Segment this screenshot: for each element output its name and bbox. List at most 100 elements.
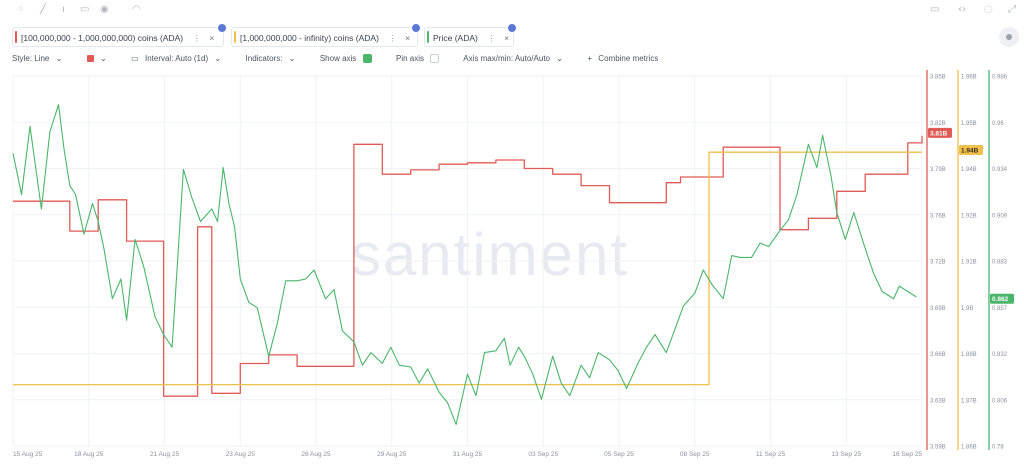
y-tick-label: 3.85B (930, 75, 946, 81)
axis-maxmin-label: Axis max/min: Auto/Auto (463, 54, 550, 63)
current-value-badge (959, 145, 983, 155)
x-tick-label: 05 Sep 25 (604, 451, 634, 458)
metric-chip-yellow[interactable]: [1,000,000,000 - infinity) coins (ADA) ⋮… (231, 23, 421, 47)
x-tick-label: 23 Aug 25 (226, 451, 256, 458)
x-tick-label: 18 Aug 25 (74, 451, 104, 458)
y-tick-label: 1.92B (961, 213, 977, 219)
metric-label: Price (ADA) (433, 33, 478, 43)
eye-icon[interactable]: ◉ (100, 4, 109, 15)
y-tick-label: 1.94B (961, 167, 977, 173)
y-tick-label: 1.87B (961, 398, 977, 404)
share-icon[interactable]: ◌ (984, 4, 993, 15)
text-icon[interactable]: ı (62, 4, 65, 15)
fullscreen-icon[interactable]: ⤢ (1008, 4, 1016, 15)
y-tick-label: 0.832 (992, 352, 1008, 358)
x-tick-label: 16 Sep 25 (892, 451, 922, 458)
show-axis-toggle[interactable]: Show axis (319, 54, 376, 64)
indicators-label: Indicators: (245, 54, 283, 63)
close-icon[interactable]: × (405, 33, 411, 43)
style-label: Style: Line (12, 54, 50, 63)
more-icon[interactable]: ⋮ (388, 33, 397, 43)
x-tick-label: 15 Aug 25 (13, 451, 43, 458)
more-icon[interactable]: ⋮ (487, 33, 496, 43)
watermark: santiment (351, 221, 629, 288)
cursor-icon[interactable]: ◦ (18, 4, 24, 15)
x-tick-label: 08 Sep 25 (680, 451, 710, 458)
x-tick-label: 03 Sep 25 (528, 451, 558, 458)
metric-chip-green[interactable]: Price (ADA) ⋮ × (424, 23, 517, 47)
top-toolbar-strip: ◦ ╱ ı ▭ ◉ ◠ ▭ ‹› ◌ ⤢ (0, 0, 1024, 22)
x-tick-label: 13 Sep 25 (831, 451, 861, 458)
y-tick-label: 0.883 (992, 260, 1008, 266)
show-axis-checkbox[interactable] (362, 54, 372, 64)
y-tick-label: 3.63B (930, 398, 946, 404)
settings-badge-icon[interactable] (411, 23, 421, 33)
y-tick-label: 3.79B (930, 167, 946, 173)
settings-badge-icon[interactable] (507, 23, 517, 33)
note-icon[interactable]: ▭ (80, 4, 90, 15)
y-tick-label: 1.86B (961, 445, 977, 451)
color-dropdown[interactable]: ⌄ (86, 54, 111, 63)
y-tick-label: 3.72B (930, 260, 946, 266)
metric-label: [100,000,000 - 1,000,000,000) coins (ADA… (21, 33, 184, 43)
draw-icon[interactable]: ╱ (40, 4, 47, 15)
x-tick-label: 26 Aug 25 (301, 451, 331, 458)
current-value-label: 0.862 (992, 296, 1009, 303)
pin-axis-toggle[interactable]: Pin axis (396, 54, 443, 64)
y-tick-label: 0.986 (992, 75, 1008, 81)
color-swatch (86, 55, 94, 63)
metric-color-bar (427, 31, 429, 43)
y-tick-label: 0.909 (992, 213, 1008, 219)
current-value-badge (928, 127, 952, 138)
indicators-dropdown[interactable]: Indicators: ⌄ (246, 54, 300, 63)
calendar-icon: ▭ (131, 54, 139, 63)
close-icon[interactable]: × (504, 33, 510, 43)
chart-toolbar: Style: Line ⌄ ⌄ ▭ Interval: Auto (1d) ⌄ … (12, 54, 666, 68)
grid (12, 75, 923, 447)
plus-icon: + (587, 54, 593, 63)
chart-settings-button[interactable] (999, 27, 1019, 47)
combine-metrics-button[interactable]: + Combine metrics (587, 54, 662, 63)
y-tick-label: 3.59B (930, 445, 946, 451)
y-tick-label: 3.66B (930, 352, 946, 358)
y-tick-label: 1.9B (961, 306, 973, 312)
metric-chip-red[interactable]: [100,000,000 - 1,000,000,000) coins (ADA… (12, 23, 227, 47)
current-value-label: 3.81B (930, 130, 948, 137)
more-icon[interactable]: ⋮ (192, 33, 201, 43)
style-dropdown[interactable]: Style: Line ⌄ (12, 54, 66, 63)
y-tick-label: 3.82B (930, 121, 946, 127)
current-value-badge (990, 293, 1014, 304)
series-line-yellow (13, 151, 922, 386)
y-tick-label: 0.857 (992, 306, 1008, 312)
sun-icon[interactable]: ◠ (132, 4, 141, 15)
y-tick-label: 0.96 (992, 121, 1004, 127)
show-axis-label: Show axis (319, 54, 357, 63)
combine-metrics-label: Combine metrics (598, 54, 659, 63)
chevron-down-icon: ⌄ (556, 54, 563, 63)
series-layer (12, 104, 923, 425)
metric-color-bar (15, 31, 17, 43)
settings-badge-icon[interactable] (217, 23, 227, 33)
pin-axis-label: Pin axis (396, 54, 425, 63)
y-tick-label: 1.96B (961, 75, 977, 81)
metric-color-bar (234, 31, 236, 43)
x-tick-label: 21 Aug 25 (150, 451, 180, 458)
y-tick-label: 3.76B (930, 213, 946, 219)
close-icon[interactable]: × (209, 33, 215, 43)
pin-axis-checkbox[interactable] (430, 54, 440, 64)
download-icon[interactable]: ▭ (930, 4, 940, 15)
y-tick-label: 1.88B (961, 352, 977, 358)
embed-icon[interactable]: ‹› (958, 4, 966, 15)
current-value-label: 1.94B (961, 148, 979, 155)
metric-label: [1,000,000,000 - infinity) coins (ADA) (240, 33, 379, 43)
series-line-green (12, 104, 917, 425)
chevron-down-icon: ⌄ (214, 54, 222, 63)
x-axis: 15 Aug 25 18 Aug 25 21 Aug 25 23 Aug 25 26 A… (13, 451, 922, 458)
axis-maxmin-dropdown[interactable]: Axis max/min: Auto/Auto ⌄ (463, 54, 567, 63)
y-tick-label: 1.91B (961, 260, 977, 266)
axes-layer: 3.85B 3.82B 3.79B 3.76B 3.72B 3.69B 3.66B 3.63B… (926, 70, 1014, 451)
x-tick-label: 11 Sep 25 (756, 451, 786, 458)
interval-dropdown[interactable]: ▭ Interval: Auto (1d) ⌄ (131, 54, 225, 63)
interval-label: Interval: Auto (1d) (144, 54, 209, 63)
